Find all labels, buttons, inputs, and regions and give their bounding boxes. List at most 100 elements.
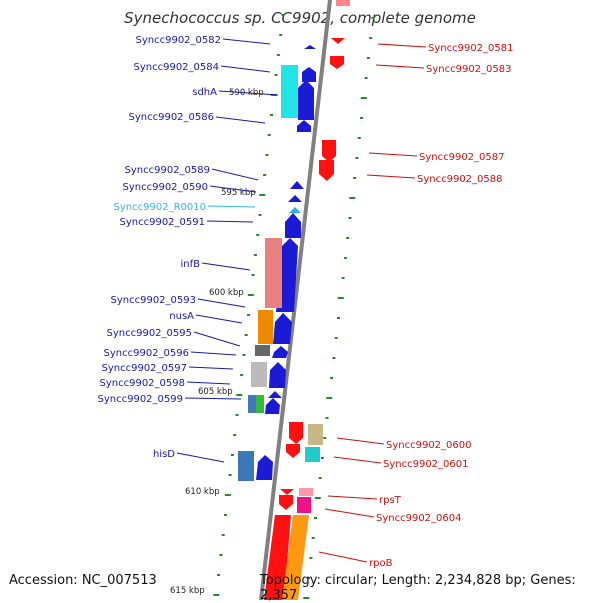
scale-dash [253, 254, 257, 256]
gene-label[interactable]: Syncc9902_0582 [136, 35, 222, 46]
gene-label[interactable]: nusA [169, 311, 194, 322]
gene-R0010[interactable] [289, 207, 301, 213]
gene-0582[interactable] [304, 45, 316, 49]
accession-text: Accession: NC_007513 [9, 573, 157, 588]
bar-0599a [248, 395, 256, 413]
bar-hisD [238, 451, 254, 481]
gene-0587[interactable] [322, 140, 336, 162]
scale-dash [276, 54, 280, 56]
gene-label[interactable]: Syncc9902_0583 [426, 64, 512, 75]
gene-label[interactable]: sdhA [192, 87, 217, 98]
gene-label[interactable]: Syncc9902_0599 [98, 394, 184, 405]
gene-label[interactable]: Syncc9902_0600 [386, 440, 472, 451]
gene-label[interactable]: Syncc9902_0588 [417, 174, 503, 185]
gene-label[interactable]: Syncc9902_0587 [419, 152, 505, 163]
scale-dash [341, 277, 345, 279]
leader-line [336, 437, 385, 445]
gene-label[interactable]: Syncc9902_0595 [107, 328, 193, 339]
leader-line [375, 64, 425, 69]
bar-0596 [255, 345, 270, 356]
leader-line [206, 220, 254, 223]
gene-label[interactable]: Syncc9902_0591 [120, 217, 206, 228]
gene-0597[interactable] [269, 362, 286, 388]
gene-label[interactable]: Syncc9902_0581 [428, 43, 514, 54]
scale-dash [247, 314, 250, 316]
tick-label: 615 kbp [170, 586, 205, 596]
gene-0590[interactable] [288, 195, 302, 202]
gene-label[interactable]: hisD [153, 449, 175, 460]
gene-rpoB[interactable] [264, 515, 291, 600]
scale-dash [346, 237, 350, 239]
gene-sdhA[interactable] [298, 80, 314, 120]
gene-label[interactable]: Syncc9902_0597 [102, 363, 188, 374]
scale-dash [320, 457, 324, 459]
gene-0589[interactable] [290, 181, 304, 189]
leader-line [197, 298, 246, 308]
scale-dash [228, 474, 232, 476]
gene-label[interactable]: Syncc9902_0586 [129, 112, 215, 123]
scale-dash [265, 154, 269, 156]
gene-label[interactable]: infB [181, 259, 201, 270]
gene-label[interactable]: Syncc9902_0598 [100, 378, 186, 389]
scale-dash [258, 214, 262, 216]
leader-line [193, 331, 241, 347]
gene-label[interactable]: Syncc9902_0590 [123, 182, 209, 193]
gene-label[interactable]: Syncc9902_0596 [104, 348, 190, 359]
gene-0586[interactable] [297, 120, 311, 132]
leader-line [220, 65, 271, 73]
gene-0599[interactable] [265, 398, 280, 414]
leader-line [368, 152, 418, 157]
scale-dash [230, 454, 234, 456]
gene-label[interactable]: Syncc9902_0601 [383, 459, 469, 470]
leader-line [215, 116, 266, 124]
right-leader-lines [318, 43, 427, 563]
scale-dash [274, 74, 278, 76]
leader-line [377, 43, 427, 48]
scale-dash [267, 134, 271, 136]
gene-0595[interactable] [272, 346, 288, 358]
gene-0583[interactable] [330, 56, 344, 69]
gene-0600b[interactable] [286, 444, 300, 458]
scale-dash [348, 217, 352, 219]
gene-rpsT-head[interactable] [280, 489, 294, 495]
gene-label[interactable]: Syncc9902_0604 [376, 513, 462, 524]
bar-nusA [258, 310, 273, 344]
scale-dash [332, 357, 336, 359]
gene-0581-top[interactable] [336, 0, 350, 6]
bar-rpoB [282, 515, 309, 600]
gene-0598[interactable] [268, 391, 282, 398]
gene-nusA[interactable] [273, 313, 292, 344]
gene-hisD[interactable] [256, 455, 273, 480]
bar-sdhA [281, 65, 298, 118]
leader-line [366, 174, 416, 179]
gene-0584[interactable] [302, 67, 316, 82]
scale-dash [360, 117, 363, 119]
gene-label[interactable]: rpoB [369, 558, 393, 569]
gene-label[interactable]: Syncc9902_R0010 [114, 202, 206, 213]
scale-dash [242, 354, 246, 356]
left-annotation-bars [238, 65, 298, 481]
leader-line [190, 351, 237, 356]
bar-infB [265, 238, 282, 308]
gene-rpsT[interactable] [279, 495, 293, 510]
tick-label: 595 kbp [221, 188, 256, 198]
scale-dash [318, 477, 322, 479]
scale-dash [360, 97, 367, 99]
gene-0600a[interactable] [289, 422, 303, 444]
gene-label[interactable]: rpsT [379, 495, 402, 506]
tick-label: 610 kbp [185, 487, 220, 497]
scale-dash [236, 394, 243, 396]
scale-dash [355, 157, 359, 159]
gene-0588[interactable] [319, 160, 334, 181]
scale-dash [357, 137, 361, 139]
leader-line [188, 366, 234, 370]
leader-line [184, 397, 242, 400]
gene-label[interactable]: Syncc9902_0589 [125, 165, 211, 176]
scale-dash [263, 174, 267, 176]
gene-0591[interactable] [285, 213, 301, 238]
scale-dash [270, 114, 273, 116]
gene-label[interactable]: Syncc9902_0584 [134, 62, 220, 73]
gene-label[interactable]: Syncc9902_0593 [111, 295, 197, 306]
gene-0581[interactable] [331, 38, 345, 44]
